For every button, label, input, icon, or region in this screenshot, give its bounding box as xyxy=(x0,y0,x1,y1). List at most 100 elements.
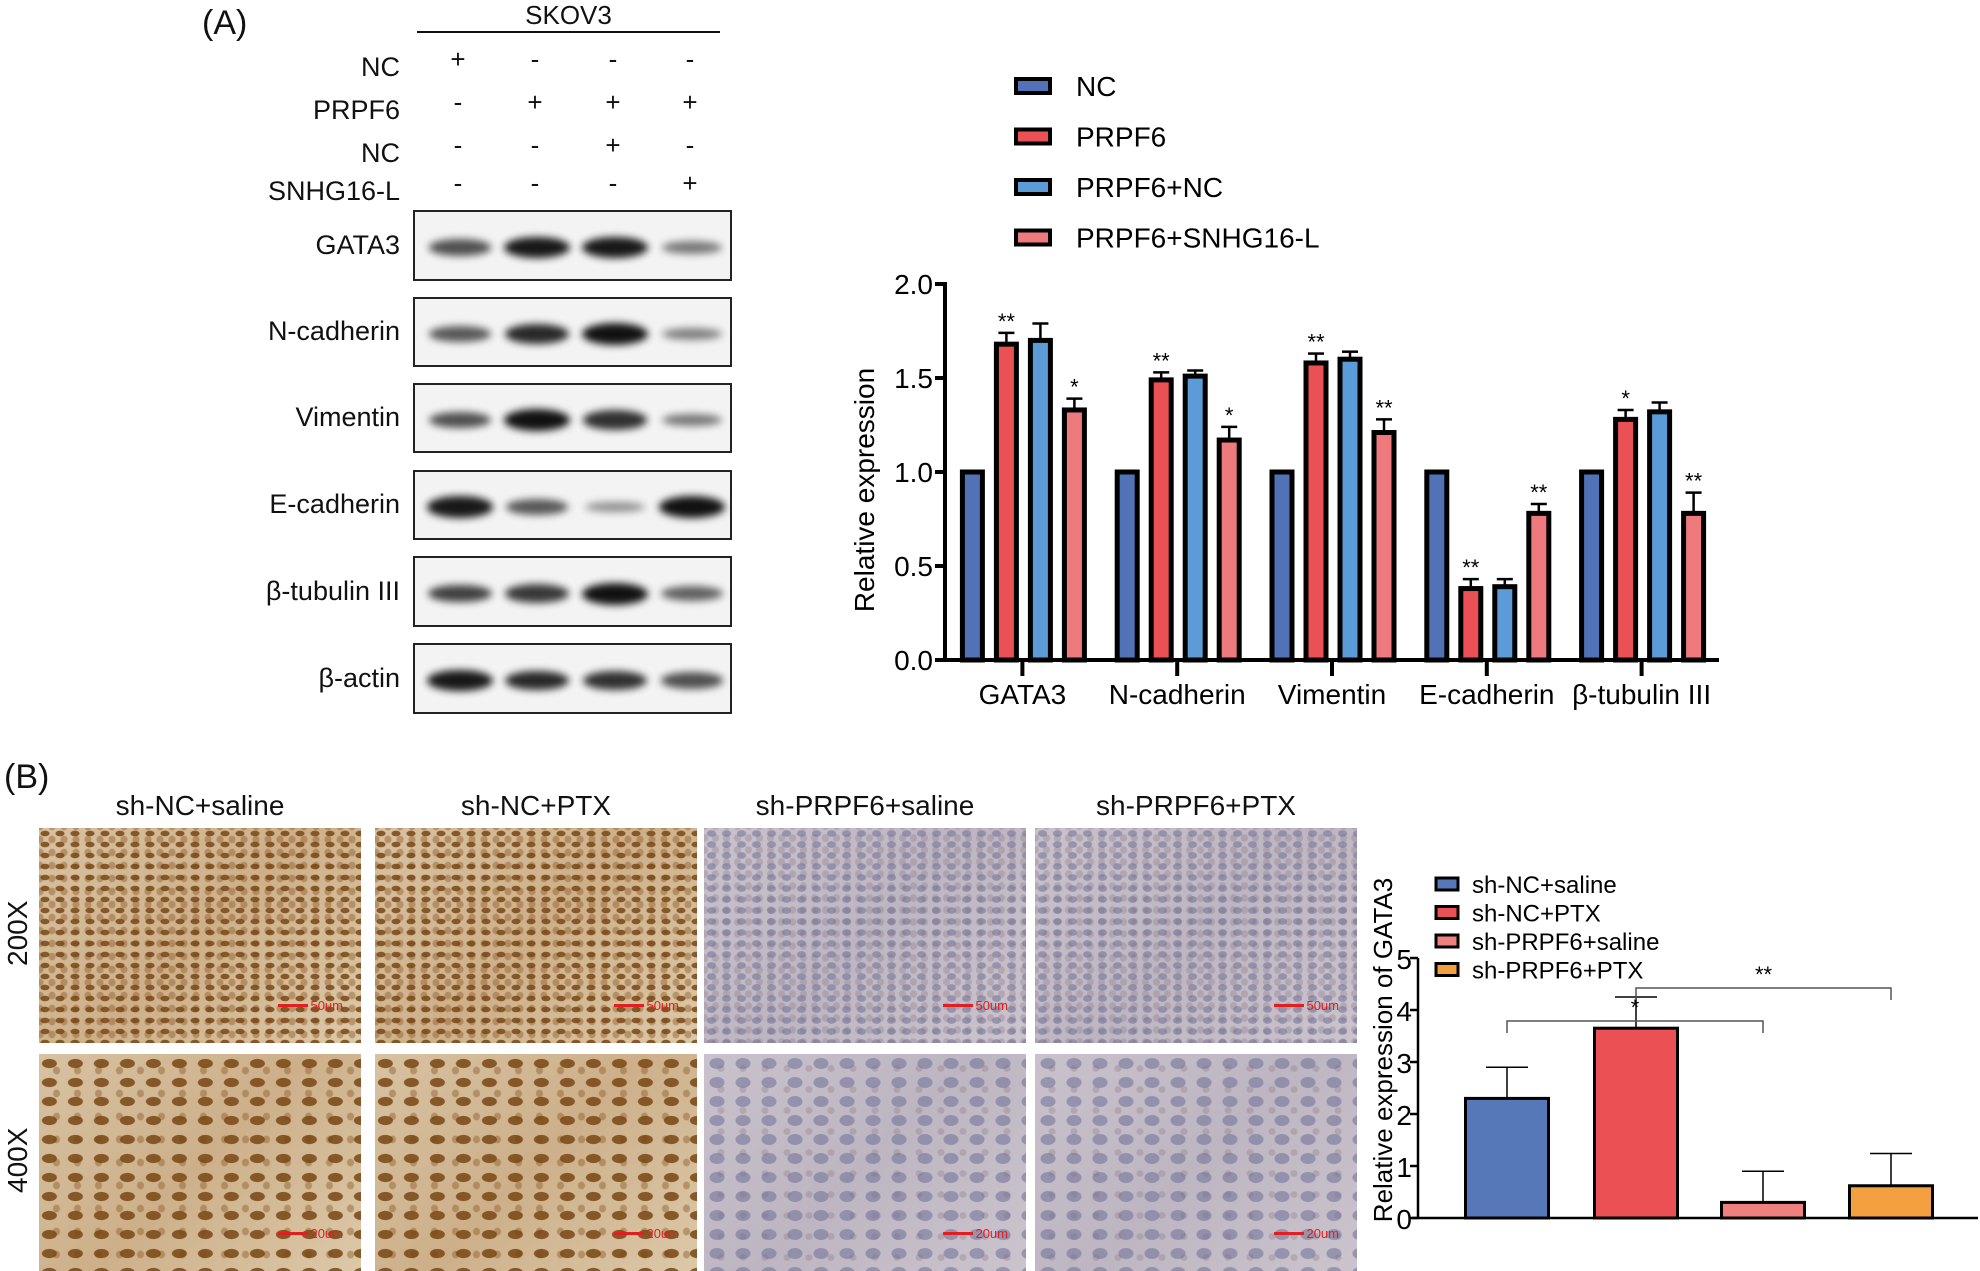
condition-sign: - xyxy=(453,168,463,198)
y-tick-label: 2.0 xyxy=(894,269,933,300)
legend-swatch xyxy=(1014,127,1052,146)
bar xyxy=(1579,469,1605,663)
bar xyxy=(1848,1184,1934,1220)
blot-strip xyxy=(413,643,732,714)
bar xyxy=(1593,1026,1679,1220)
scale-bar-line xyxy=(614,1004,645,1007)
scale-bar-line xyxy=(1274,1232,1305,1235)
y-tick-label: 0.5 xyxy=(894,551,933,582)
scale-bar: 20um xyxy=(614,1226,679,1241)
protein-band xyxy=(659,496,725,518)
scale-bar: 20um xyxy=(1274,1226,1339,1241)
scale-bar: 50um xyxy=(1274,998,1339,1013)
significance-marker: * xyxy=(1621,386,1630,411)
condition-sign: - xyxy=(530,44,540,74)
x-tick-label: E-cadherin xyxy=(1419,679,1554,710)
condition-label: PRPF6 xyxy=(312,95,400,125)
panel-b-label: (B) xyxy=(4,758,50,796)
protein-band xyxy=(661,241,723,254)
protein-band xyxy=(582,323,648,345)
ihc-image: 50um xyxy=(39,828,361,1043)
y-tick-label: 2 xyxy=(1396,1100,1412,1131)
legend-swatch xyxy=(1014,228,1052,247)
protein-label: β-tubulin III xyxy=(265,575,400,606)
protein-band xyxy=(427,496,493,518)
protein-band xyxy=(661,413,723,427)
condition-sign: + xyxy=(527,87,543,117)
legend-label: sh-NC+saline xyxy=(1472,872,1617,899)
protein-band xyxy=(582,582,648,605)
cell-line-label: SKOV3 xyxy=(525,0,612,30)
protein-band xyxy=(427,669,493,692)
ihc-image: 20um xyxy=(704,1054,1026,1271)
y-tick-label: 5 xyxy=(1396,944,1412,975)
ihc-image: 50um xyxy=(1035,828,1357,1043)
significance-marker: ** xyxy=(998,309,1016,334)
bar xyxy=(1424,469,1450,663)
ihc-image: 20um xyxy=(39,1054,361,1271)
legend-label: PRPF6+NC xyxy=(1076,172,1223,203)
legend-swatch xyxy=(1434,876,1460,892)
ihc-image: 50um xyxy=(375,828,697,1043)
protein-band xyxy=(585,501,645,513)
scale-bar-line xyxy=(943,1232,974,1235)
comparison-bracket xyxy=(1506,1020,1764,1033)
legend-swatch xyxy=(1014,178,1052,196)
condition-sign: + xyxy=(450,44,466,74)
legend-swatch xyxy=(1434,905,1460,920)
protein-label: Vimentin xyxy=(295,402,400,432)
legend-swatch xyxy=(1014,77,1052,95)
protein-label: GATA3 xyxy=(315,229,400,260)
significance-marker: ** xyxy=(1375,395,1393,420)
significance-marker: ** xyxy=(1307,330,1325,355)
y-tick-label: 1.5 xyxy=(894,363,933,394)
protein-band xyxy=(582,236,648,259)
bar xyxy=(959,469,985,663)
protein-label: E-cadherin xyxy=(269,489,400,519)
blot-strip xyxy=(413,470,732,540)
protein-band xyxy=(428,584,492,603)
significance-marker: * xyxy=(1631,995,1640,1020)
protein-label: N-cadherin xyxy=(267,316,400,346)
protein-band xyxy=(428,326,492,342)
protein-band xyxy=(504,324,570,344)
x-tick-label: β-tubulin III xyxy=(1572,679,1711,710)
y-tick-label: 0.0 xyxy=(894,645,933,676)
scale-bar: 50um xyxy=(278,998,343,1013)
scale-bar-label: 20um xyxy=(975,1226,1008,1241)
scale-bar-line xyxy=(1274,1004,1305,1007)
protein-band xyxy=(505,499,569,515)
y-tick-label: 3 xyxy=(1396,1048,1412,1079)
condition-sign: - xyxy=(453,87,463,117)
condition-sign: + xyxy=(605,130,621,160)
scale-bar: 20um xyxy=(943,1226,1008,1241)
protein-band xyxy=(661,586,723,601)
scale-bar-label: 20um xyxy=(310,1226,343,1241)
y-tick-label: 1.0 xyxy=(894,457,933,488)
protein-band xyxy=(428,239,492,256)
significance-marker: ** xyxy=(1153,348,1171,373)
condition-sign: + xyxy=(682,168,698,198)
significance-marker: * xyxy=(1225,403,1234,428)
blot-strip xyxy=(413,383,732,453)
ihc-column-title: sh-NC+saline xyxy=(115,790,285,821)
scale-bar-label: 50um xyxy=(310,998,343,1013)
y-tick-label: 4 xyxy=(1396,996,1412,1027)
condition-sign: - xyxy=(608,168,618,198)
protein-band xyxy=(428,411,492,429)
condition-sign: - xyxy=(608,44,618,74)
blot-strip xyxy=(413,210,732,281)
scale-bar-label: 50um xyxy=(975,998,1008,1013)
protein-band xyxy=(504,236,570,259)
protein-label: β-actin xyxy=(318,662,400,693)
protein-band xyxy=(505,584,569,603)
scale-bar-line xyxy=(614,1232,645,1235)
legend-swatch xyxy=(1434,962,1460,977)
x-tick-label: Vimentin xyxy=(1278,679,1386,710)
scale-bar-label: 20um xyxy=(1306,1226,1339,1241)
comparison-bracket xyxy=(1635,987,1892,1000)
condition-label: NC xyxy=(361,138,400,168)
significance-marker: ** xyxy=(1685,469,1703,494)
